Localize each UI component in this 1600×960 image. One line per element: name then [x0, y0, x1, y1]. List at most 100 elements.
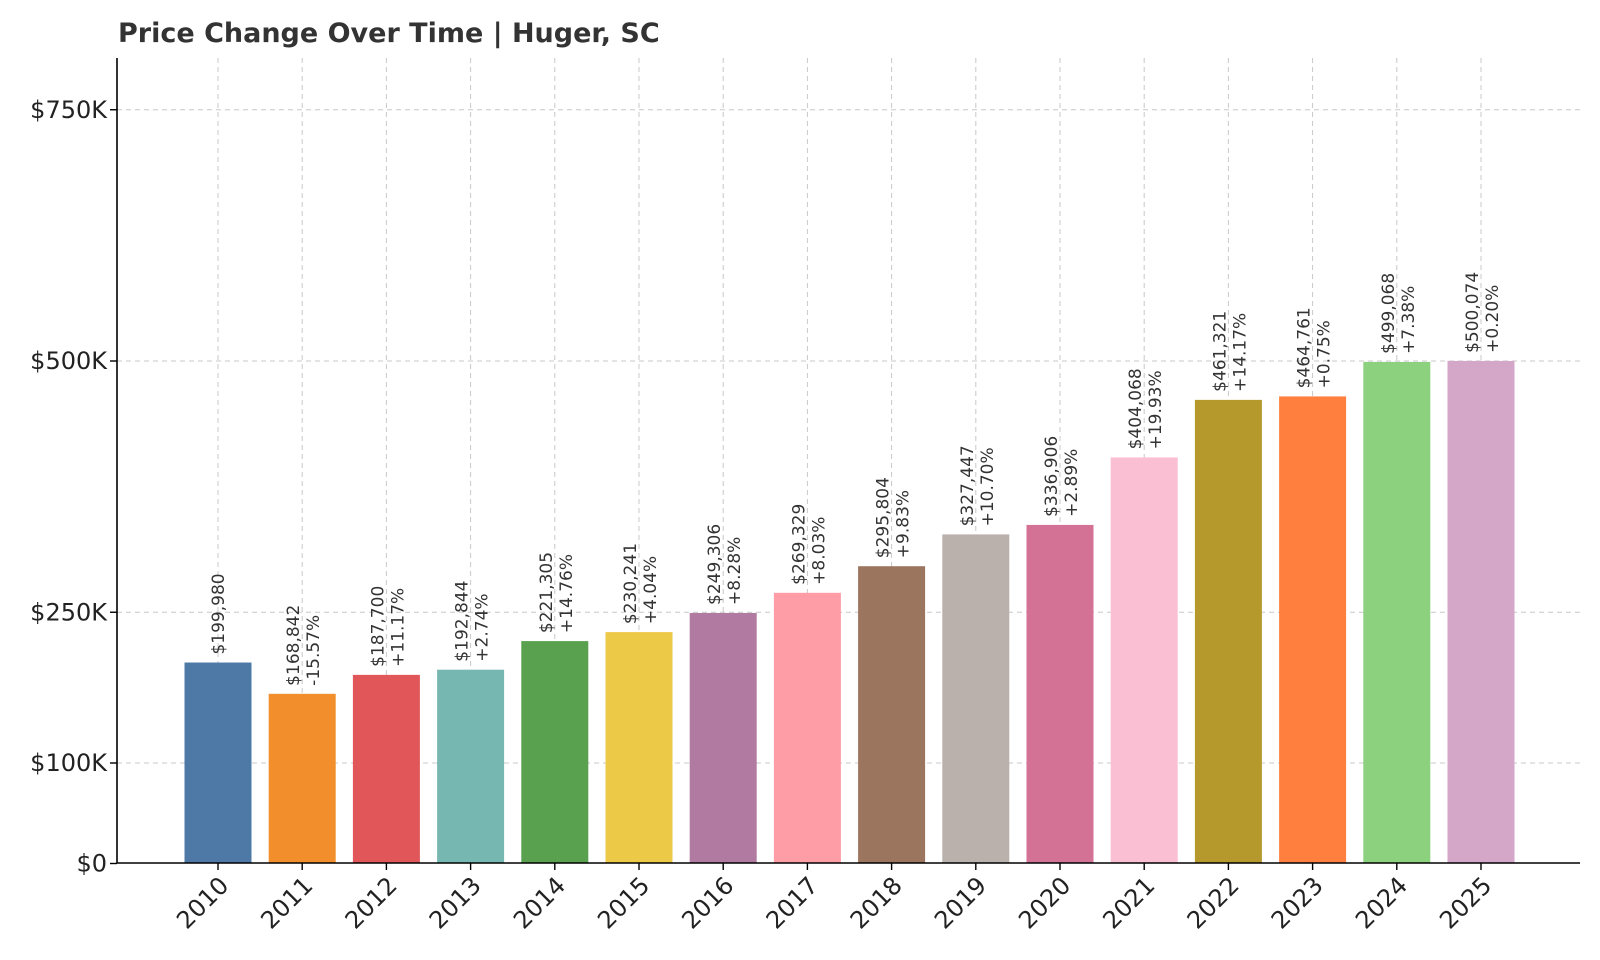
- bar: [1279, 396, 1347, 863]
- bar-value-label: $192,844: [453, 581, 473, 662]
- chart-title: Price Change Over Time | Huger, SC: [118, 18, 660, 49]
- data-label-group: $404,068+19.93%: [1126, 368, 1166, 449]
- y-tick-label: $0: [76, 850, 107, 878]
- bar: [605, 632, 673, 863]
- bar-data-label: $336,906+2.89%: [1042, 436, 1082, 517]
- bar-change-label: +11.17%: [388, 588, 408, 667]
- bar-value-label: $464,761: [1295, 307, 1315, 388]
- bar: [773, 592, 841, 863]
- data-label-group: $500,074+0.20%: [1463, 272, 1503, 353]
- bar: [689, 612, 757, 863]
- x-tick-label: 2020: [1013, 871, 1076, 934]
- bar-value-label: $327,447: [958, 445, 978, 526]
- y-tick-label: $250K: [30, 598, 108, 626]
- bar-data-label: $499,068+7.38%: [1379, 273, 1419, 354]
- y-tick-label: $500K: [30, 347, 108, 375]
- y-tick-label: $750K: [30, 96, 108, 124]
- bar: [521, 641, 589, 863]
- bar: [1026, 524, 1094, 863]
- data-label-group: $168,842-15.57%: [284, 605, 324, 686]
- x-tick-label: 2019: [929, 871, 992, 934]
- bar-data-label: $230,241+4.04%: [621, 543, 661, 624]
- bar-change-label: +8.28%: [725, 537, 745, 605]
- data-label-group: $230,241+4.04%: [621, 543, 661, 624]
- data-label-group: $336,906+2.89%: [1042, 436, 1082, 517]
- bar-change-label: +19.93%: [1146, 370, 1166, 449]
- data-label-group: $249,306+8.28%: [705, 524, 745, 605]
- data-label-group: $187,700+11.17%: [368, 586, 408, 667]
- bar-change-label: +9.83%: [894, 490, 914, 558]
- x-tick-label: 2012: [340, 871, 403, 934]
- bar-data-label: $199,980: [209, 573, 229, 654]
- x-tick-label: 2011: [255, 871, 318, 934]
- bar-change-label: -15.57%: [304, 615, 324, 686]
- bar: [1363, 361, 1431, 863]
- bar-change-label: +2.89%: [1062, 449, 1082, 517]
- bar-change-label: +0.75%: [1315, 320, 1335, 388]
- data-label-group: $464,761+0.75%: [1295, 307, 1335, 388]
- bar: [1447, 360, 1515, 863]
- bar: [352, 674, 420, 863]
- bar-change-label: +14.76%: [557, 554, 577, 633]
- bar-data-label: $500,074+0.20%: [1463, 272, 1503, 353]
- bar-value-label: $168,842: [284, 605, 304, 686]
- y-tick-label: $100K: [30, 749, 108, 777]
- bar-data-label: $404,068+19.93%: [1126, 368, 1166, 449]
- x-tick-label: 2014: [508, 871, 571, 934]
- x-tick-label: 2013: [424, 871, 487, 934]
- x-tick-label: 2021: [1097, 871, 1160, 934]
- bar-change-label: +8.03%: [809, 517, 829, 585]
- bar-value-label: $336,906: [1042, 436, 1062, 517]
- bar-value-label: $461,321: [1210, 311, 1230, 392]
- bar-data-label: $168,842-15.57%: [284, 605, 324, 686]
- x-tick-label: 2017: [761, 871, 824, 934]
- bar-value-label: $221,305: [537, 552, 557, 633]
- data-label-group: $295,804+9.83%: [874, 477, 914, 558]
- x-tick-label: 2010: [171, 871, 234, 934]
- bar-change-label: +7.38%: [1399, 286, 1419, 354]
- bar-value-label: $249,306: [705, 524, 725, 605]
- bar-value-label: $230,241: [621, 543, 641, 624]
- x-tick-label: 2015: [592, 871, 655, 934]
- x-tick-label: 2024: [1350, 871, 1413, 934]
- bar-change-label: +10.70%: [978, 447, 998, 526]
- bar: [1194, 399, 1262, 863]
- bar-data-label: $249,306+8.28%: [705, 524, 745, 605]
- x-tick-label: 2025: [1434, 871, 1497, 934]
- bar-value-label: $404,068: [1126, 368, 1146, 449]
- bar: [858, 566, 926, 863]
- bar-data-label: $464,761+0.75%: [1295, 307, 1335, 388]
- x-tick-label: 2016: [676, 871, 739, 934]
- x-tick-label: 2018: [845, 871, 908, 934]
- bar-value-label: $187,700: [368, 586, 388, 667]
- bar-change-label: +2.74%: [473, 593, 493, 661]
- data-label-group: $499,068+7.38%: [1379, 273, 1419, 354]
- bar-value-label: $295,804: [874, 477, 894, 558]
- bar: [942, 534, 1010, 863]
- bar-value-label: $199,980: [209, 573, 229, 654]
- data-label-group: $461,321+14.17%: [1210, 311, 1250, 392]
- bar-data-label: $221,305+14.76%: [537, 552, 577, 633]
- data-label-group: $327,447+10.70%: [958, 445, 998, 526]
- bar-data-label: $187,700+11.17%: [368, 586, 408, 667]
- data-label-group: $192,844+2.74%: [453, 581, 493, 662]
- bar-change-label: +4.04%: [641, 556, 661, 624]
- data-label-group: $221,305+14.76%: [537, 552, 577, 633]
- bar-value-label: $500,074: [1463, 272, 1483, 353]
- x-tick-label: 2023: [1266, 871, 1329, 934]
- bar-value-label: $499,068: [1379, 273, 1399, 354]
- bar: [1110, 457, 1178, 863]
- bar-change-label: +0.20%: [1483, 285, 1503, 353]
- x-tick-label: 2022: [1182, 871, 1245, 934]
- bar-data-label: $269,329+8.03%: [789, 504, 829, 585]
- bar-data-label: $295,804+9.83%: [874, 477, 914, 558]
- bar-data-label: $461,321+14.17%: [1210, 311, 1250, 392]
- bar-value-label: $269,329: [789, 504, 809, 585]
- data-label-group: $199,980: [209, 573, 229, 654]
- bar: [268, 693, 336, 863]
- bar: [437, 669, 505, 863]
- data-label-group: $269,329+8.03%: [789, 504, 829, 585]
- bar-data-label: $327,447+10.70%: [958, 445, 998, 526]
